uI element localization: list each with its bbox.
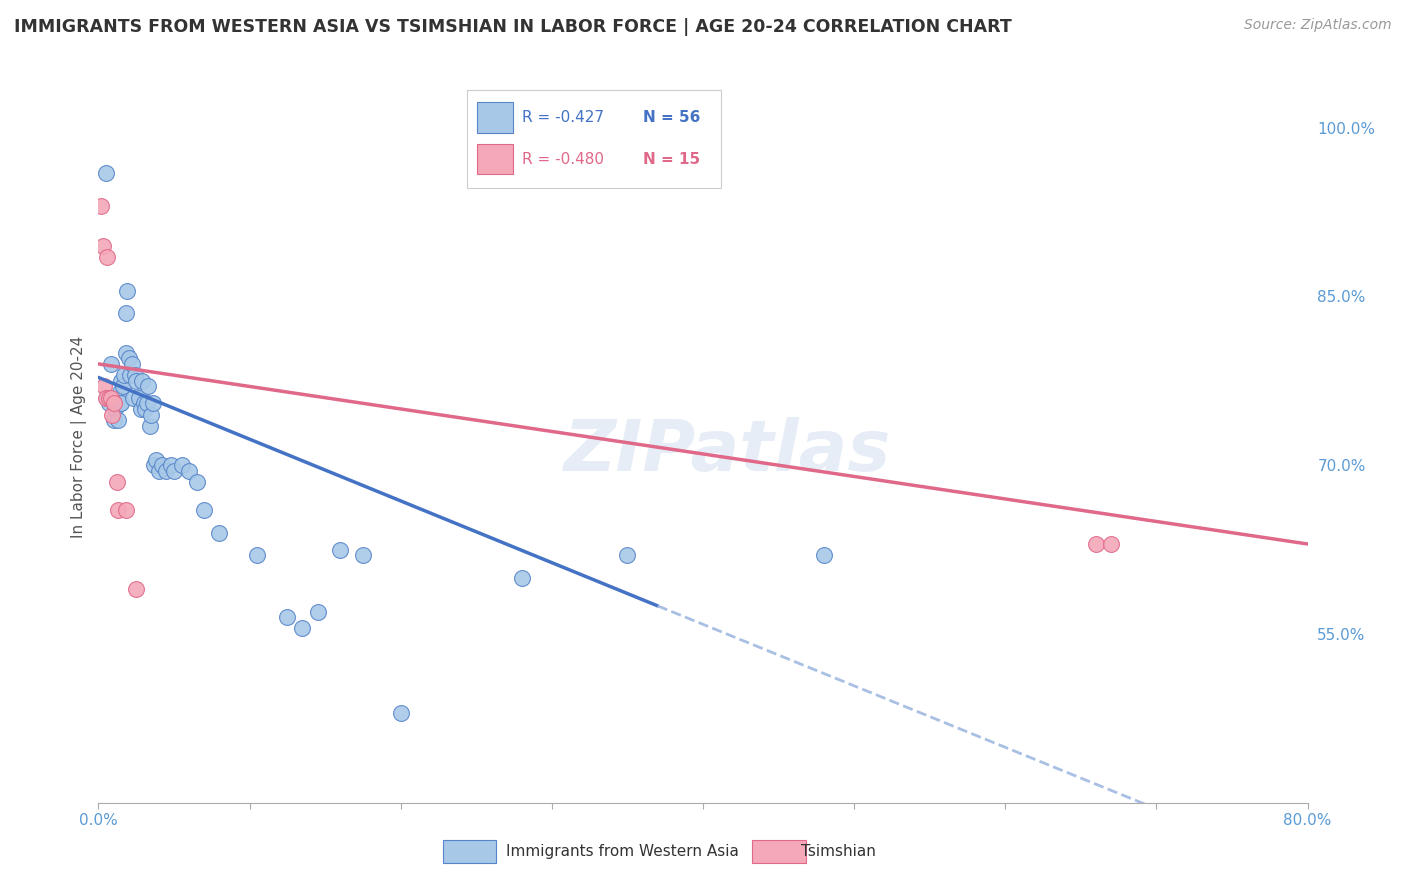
Point: [510, 571, 533, 585]
Point: [291, 621, 314, 635]
Point: [124, 368, 146, 383]
Point: [114, 345, 136, 359]
Point: [142, 396, 165, 410]
Point: [103, 396, 125, 410]
Point: [135, 396, 157, 410]
Point: [103, 413, 125, 427]
Point: [134, 401, 156, 416]
Point: [110, 374, 132, 388]
Point: [114, 306, 136, 320]
Point: [120, 368, 142, 383]
Point: [389, 706, 412, 720]
Point: [141, 408, 163, 422]
Point: [163, 464, 186, 478]
Point: [307, 605, 329, 619]
Point: [813, 548, 835, 562]
Point: [136, 379, 159, 393]
Point: [160, 458, 183, 473]
Text: N = 15: N = 15: [643, 152, 700, 167]
Point: [114, 503, 136, 517]
Point: [193, 503, 215, 517]
Text: Tsimshian: Tsimshian: [801, 845, 876, 859]
Point: [100, 357, 122, 371]
Point: [96, 250, 118, 264]
Point: [352, 548, 374, 562]
Point: [105, 391, 128, 405]
Text: Source: ZipAtlas.com: Source: ZipAtlas.com: [1244, 18, 1392, 32]
Point: [107, 413, 129, 427]
Point: [108, 385, 131, 400]
Point: [104, 401, 127, 416]
Point: [101, 408, 124, 422]
Point: [105, 475, 128, 489]
Point: [121, 357, 143, 371]
Point: [128, 391, 150, 405]
Point: [148, 464, 170, 478]
Point: [125, 582, 148, 596]
Point: [1099, 537, 1122, 551]
Point: [98, 396, 121, 410]
Point: [115, 284, 138, 298]
Point: [96, 391, 118, 405]
Point: [179, 464, 201, 478]
Point: [91, 239, 114, 253]
Text: Immigrants from Western Asia: Immigrants from Western Asia: [506, 845, 740, 859]
Point: [110, 396, 132, 410]
Point: [170, 458, 193, 473]
Point: [139, 418, 162, 433]
Point: [208, 525, 231, 540]
Point: [132, 396, 155, 410]
Point: [111, 379, 134, 393]
Point: [145, 452, 167, 467]
Y-axis label: In Labor Force | Age 20-24: In Labor Force | Age 20-24: [72, 336, 87, 538]
Text: R = -0.480: R = -0.480: [522, 152, 603, 167]
Point: [98, 391, 121, 405]
Bar: [752, 840, 806, 863]
Text: ZIPatlas: ZIPatlas: [564, 417, 891, 486]
Point: [186, 475, 208, 489]
Point: [93, 379, 115, 393]
Bar: [477, 102, 513, 133]
Point: [118, 351, 141, 366]
Point: [125, 374, 148, 388]
Point: [108, 396, 131, 410]
Point: [143, 458, 166, 473]
Point: [94, 391, 117, 405]
Point: [122, 391, 145, 405]
Point: [90, 199, 112, 213]
Bar: [477, 144, 513, 175]
Point: [107, 503, 129, 517]
Text: N = 56: N = 56: [643, 110, 700, 125]
Point: [94, 166, 117, 180]
Point: [1085, 537, 1108, 551]
Point: [155, 464, 177, 478]
Point: [276, 610, 298, 624]
Bar: [443, 840, 496, 863]
Point: [131, 374, 153, 388]
Point: [129, 401, 152, 416]
Point: [101, 391, 124, 405]
Point: [150, 458, 173, 473]
FancyBboxPatch shape: [467, 90, 721, 188]
Point: [246, 548, 269, 562]
Point: [616, 548, 638, 562]
Point: [329, 542, 352, 557]
Text: IMMIGRANTS FROM WESTERN ASIA VS TSIMSHIAN IN LABOR FORCE | AGE 20-24 CORRELATION: IMMIGRANTS FROM WESTERN ASIA VS TSIMSHIA…: [14, 18, 1012, 36]
Point: [112, 368, 135, 383]
Text: R = -0.427: R = -0.427: [522, 110, 603, 125]
Point: [100, 391, 122, 405]
